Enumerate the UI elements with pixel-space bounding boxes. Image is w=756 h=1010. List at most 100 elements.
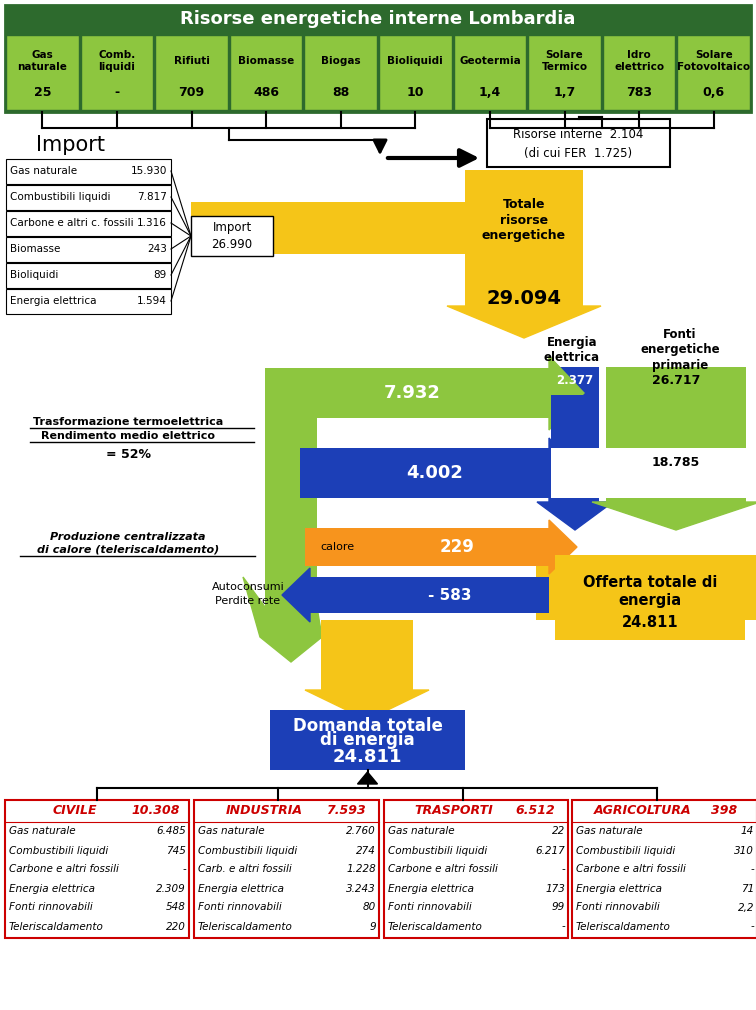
- Text: INDUSTRIA: INDUSTRIA: [226, 805, 303, 817]
- Bar: [191, 216, 273, 256]
- Text: = 52%: = 52%: [106, 448, 150, 462]
- Bar: [465, 170, 583, 306]
- Polygon shape: [358, 772, 377, 784]
- Text: 2.760: 2.760: [346, 826, 376, 836]
- Bar: [81, 35, 153, 110]
- Text: 2,2: 2,2: [738, 903, 754, 912]
- Bar: [155, 35, 228, 110]
- Text: Carbone e altri fossili: Carbone e altri fossili: [9, 865, 119, 875]
- Text: 243: 243: [147, 244, 167, 254]
- Text: 24.811: 24.811: [333, 747, 402, 766]
- Text: 3.243: 3.243: [346, 884, 376, 894]
- Text: Carbone e altri c. fossili: Carbone e altri c. fossili: [10, 218, 134, 228]
- Text: Teleriscaldamento: Teleriscaldamento: [388, 921, 483, 931]
- Bar: [6, 263, 171, 288]
- Polygon shape: [549, 438, 579, 508]
- Text: Energia elettrica: Energia elettrica: [198, 884, 284, 894]
- Text: 7.932: 7.932: [383, 384, 441, 402]
- Text: Gas naturale: Gas naturale: [10, 166, 77, 176]
- Text: Gas naturale: Gas naturale: [388, 826, 454, 836]
- Text: -: -: [561, 921, 565, 931]
- Text: 173: 173: [545, 884, 565, 894]
- Text: Solare
Termico: Solare Termico: [541, 50, 587, 72]
- Text: Domanda totale: Domanda totale: [293, 717, 442, 734]
- Text: 10: 10: [407, 86, 424, 99]
- Text: 1.228: 1.228: [346, 865, 376, 875]
- Text: Biomasse: Biomasse: [10, 244, 60, 254]
- Bar: [300, 448, 549, 498]
- Text: Idro
elettrico: Idro elettrico: [614, 50, 665, 72]
- Polygon shape: [537, 502, 613, 530]
- Bar: [454, 35, 526, 110]
- Text: 7.593: 7.593: [326, 805, 366, 817]
- Text: Import: Import: [212, 220, 252, 233]
- Bar: [310, 577, 549, 613]
- Text: -: -: [561, 865, 565, 875]
- Text: 14: 14: [741, 826, 754, 836]
- Text: - 583: - 583: [428, 588, 471, 603]
- Text: Combustibili liquidi: Combustibili liquidi: [9, 845, 108, 855]
- Text: Gas naturale: Gas naturale: [576, 826, 643, 836]
- Text: Risorse energetiche interne Lombardia: Risorse energetiche interne Lombardia: [181, 10, 575, 28]
- Text: 2.309: 2.309: [156, 884, 186, 894]
- Bar: [270, 710, 465, 770]
- Text: Gas
naturale: Gas naturale: [17, 50, 67, 72]
- Text: AGRICOLTURA: AGRICOLTURA: [593, 805, 691, 817]
- Bar: [191, 202, 273, 256]
- Text: -: -: [182, 865, 186, 875]
- Polygon shape: [549, 356, 584, 430]
- Bar: [5, 5, 751, 112]
- Polygon shape: [243, 577, 322, 662]
- Bar: [6, 211, 171, 236]
- Text: Rifiuti: Rifiuti: [174, 56, 209, 66]
- Text: Geotermia: Geotermia: [459, 56, 521, 66]
- Text: Bioliquidi: Bioliquidi: [10, 270, 58, 280]
- Text: Energia
elettrica: Energia elettrica: [544, 336, 600, 364]
- Text: Fonti rinnovabili: Fonti rinnovabili: [388, 903, 472, 912]
- Polygon shape: [447, 306, 601, 338]
- Bar: [606, 395, 746, 502]
- Text: Combustibili liquidi: Combustibili liquidi: [576, 845, 675, 855]
- Bar: [305, 35, 377, 110]
- Text: Perdite rete: Perdite rete: [215, 596, 280, 606]
- Bar: [6, 185, 171, 210]
- Bar: [551, 448, 599, 498]
- Bar: [487, 119, 670, 167]
- Text: Comb.
liquidi: Comb. liquidi: [98, 50, 135, 72]
- Bar: [230, 35, 302, 110]
- Polygon shape: [549, 520, 577, 574]
- Bar: [273, 202, 465, 254]
- Text: 26.990: 26.990: [212, 238, 253, 251]
- Text: 6.380: 6.380: [556, 456, 595, 469]
- Bar: [555, 556, 745, 620]
- Text: 274: 274: [356, 845, 376, 855]
- Text: di calore (teleriscaldamento): di calore (teleriscaldamento): [37, 545, 219, 556]
- Text: Produzione centralizzata: Produzione centralizzata: [50, 532, 206, 542]
- Text: 6.512: 6.512: [515, 805, 555, 817]
- Text: 310: 310: [734, 845, 754, 855]
- Text: 26.717: 26.717: [652, 375, 700, 388]
- Text: Energia elettrica: Energia elettrica: [388, 884, 474, 894]
- Text: Teleriscaldamento: Teleriscaldamento: [9, 921, 104, 931]
- Text: 88: 88: [332, 86, 349, 99]
- Text: TRASPORTI: TRASPORTI: [414, 805, 494, 817]
- Text: di energia: di energia: [321, 731, 415, 749]
- Text: 486: 486: [253, 86, 279, 99]
- Text: 709: 709: [178, 86, 205, 99]
- Text: 22: 22: [552, 826, 565, 836]
- Text: 398: 398: [711, 805, 737, 817]
- Text: Trasformazione termoelettrica: Trasformazione termoelettrica: [33, 417, 223, 427]
- Text: 2.377: 2.377: [556, 375, 593, 388]
- Text: 745: 745: [166, 845, 186, 855]
- Text: 24.811: 24.811: [621, 615, 678, 630]
- Text: 1,4: 1,4: [479, 86, 501, 99]
- Bar: [606, 367, 746, 395]
- Text: 548: 548: [166, 903, 186, 912]
- Text: (di cui FER  1.725): (di cui FER 1.725): [525, 147, 633, 160]
- Text: energia: energia: [618, 593, 682, 607]
- Text: 229: 229: [439, 538, 475, 556]
- Text: 18.785: 18.785: [652, 456, 700, 469]
- Text: Gas naturale: Gas naturale: [9, 826, 76, 836]
- Text: 29.094: 29.094: [487, 289, 562, 307]
- Text: Biomasse: Biomasse: [238, 56, 294, 66]
